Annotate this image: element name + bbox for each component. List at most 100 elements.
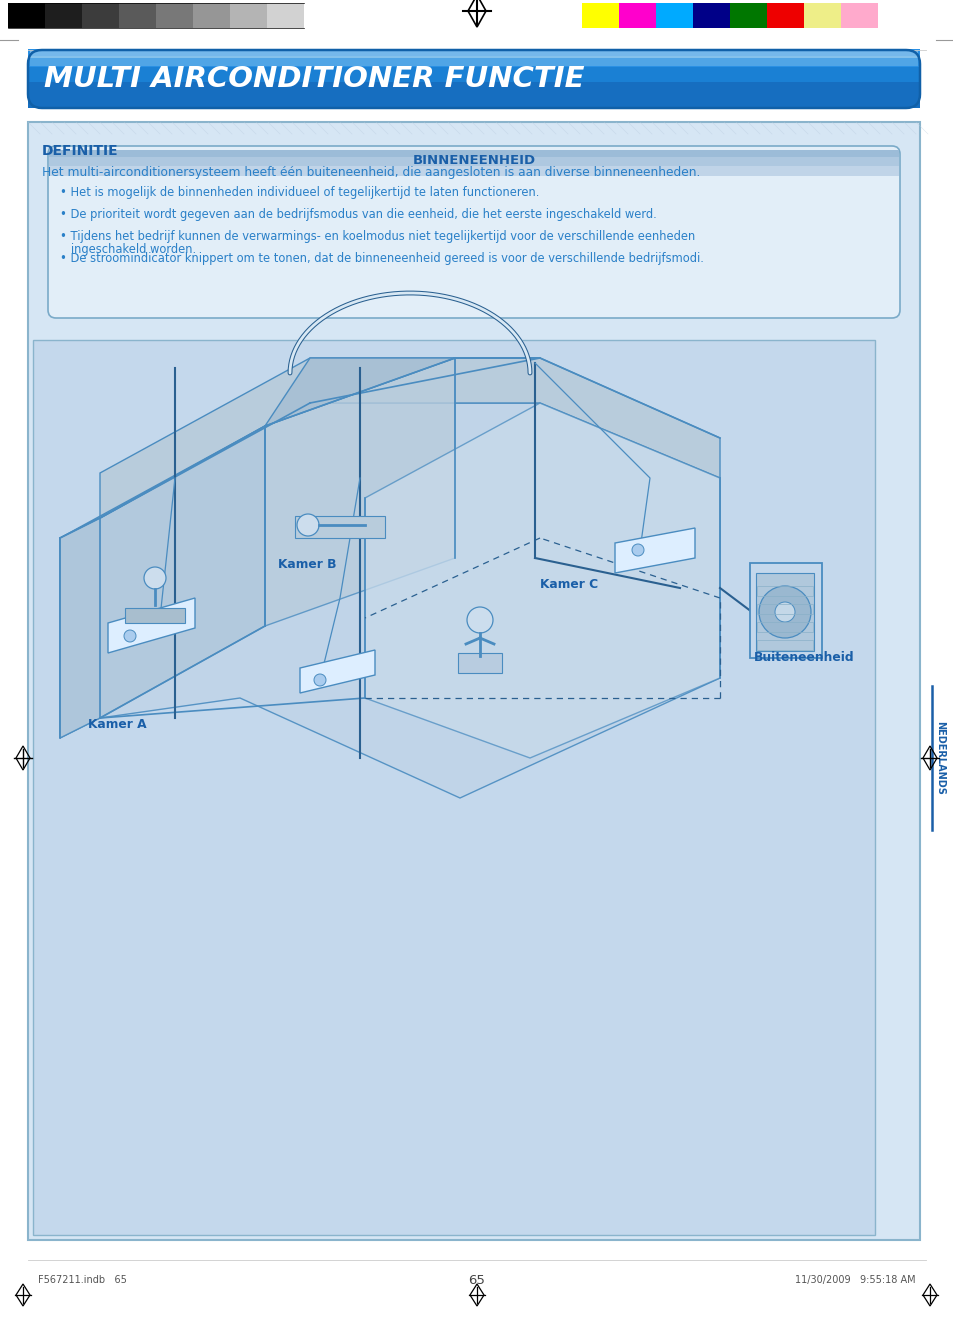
Bar <box>45 3 82 28</box>
Bar <box>28 49 919 51</box>
Bar <box>28 69 919 70</box>
Bar <box>28 103 919 104</box>
Bar <box>28 72 919 74</box>
Text: • Tijdens het bedrijf kunnen de verwarmings- en koelmodus niet tegelijkertijd vo: • Tijdens het bedrijf kunnen de verwarmi… <box>60 231 695 243</box>
Bar <box>28 83 919 84</box>
Bar <box>125 608 185 623</box>
Polygon shape <box>60 426 265 738</box>
FancyBboxPatch shape <box>48 146 899 318</box>
Bar <box>28 91 919 94</box>
Circle shape <box>774 602 794 622</box>
Circle shape <box>314 673 326 685</box>
Bar <box>8 3 45 28</box>
Bar <box>28 51 919 53</box>
Bar <box>28 61 919 62</box>
Text: 11/30/2009   9:55:18 AM: 11/30/2009 9:55:18 AM <box>795 1275 915 1285</box>
Bar <box>28 104 919 105</box>
Polygon shape <box>365 403 720 758</box>
Bar <box>28 94 919 95</box>
Text: BINNENEENHEID: BINNENEENHEID <box>412 154 535 167</box>
Bar <box>757 641 812 650</box>
Bar <box>766 3 803 28</box>
Polygon shape <box>60 403 310 538</box>
Bar <box>294 517 385 538</box>
Bar <box>28 74 919 75</box>
Bar <box>28 54 919 55</box>
Bar <box>28 80 919 83</box>
Bar <box>28 79 919 80</box>
Bar <box>28 70 919 71</box>
Bar <box>28 91 919 92</box>
Bar <box>28 123 919 1240</box>
Text: Buiteneenheid: Buiteneenheid <box>753 651 854 664</box>
Bar <box>28 99 919 101</box>
Text: • De prioriteit wordt gegeven aan de bedrijfsmodus van die eenheid, die het eers: • De prioriteit wordt gegeven aan de bed… <box>60 208 656 221</box>
Bar <box>28 51 919 54</box>
Polygon shape <box>615 529 695 573</box>
Bar <box>28 71 919 74</box>
Bar <box>729 3 766 28</box>
Circle shape <box>124 630 136 642</box>
Bar <box>692 3 729 28</box>
Text: 65: 65 <box>468 1273 485 1286</box>
Bar <box>28 98 919 99</box>
Bar <box>230 3 267 28</box>
Bar <box>28 92 919 95</box>
Bar <box>28 99 919 100</box>
Bar <box>28 57 919 59</box>
Bar <box>28 67 919 70</box>
Bar <box>757 587 812 596</box>
Bar <box>119 3 156 28</box>
Text: • De stroomindicator knippert om te tonen, dat de binneneenheid gereed is voor d: • De stroomindicator knippert om te tone… <box>60 252 703 265</box>
Bar <box>618 3 656 28</box>
Bar <box>49 165 898 177</box>
Bar <box>28 66 919 67</box>
Bar <box>28 74 919 76</box>
Polygon shape <box>265 358 539 426</box>
Bar <box>581 3 618 28</box>
Bar <box>82 3 119 28</box>
Bar <box>30 51 917 58</box>
Bar <box>28 75 919 76</box>
Bar <box>28 63 919 66</box>
Bar <box>267 3 304 28</box>
Polygon shape <box>265 358 455 626</box>
Bar <box>156 3 193 28</box>
Polygon shape <box>60 518 100 738</box>
Text: Kamer B: Kamer B <box>277 558 336 571</box>
Polygon shape <box>100 358 720 518</box>
Bar <box>749 563 821 658</box>
Polygon shape <box>100 403 720 797</box>
Bar <box>28 95 919 96</box>
Circle shape <box>144 567 166 589</box>
Bar <box>28 58 919 59</box>
Bar <box>457 652 501 673</box>
Bar <box>28 55 919 57</box>
Circle shape <box>759 587 810 638</box>
Polygon shape <box>108 598 194 652</box>
Bar <box>803 3 841 28</box>
Text: ingeschakeld worden.: ingeschakeld worden. <box>60 243 196 256</box>
Bar <box>28 76 919 79</box>
Bar <box>28 53 919 55</box>
Bar <box>28 105 919 108</box>
Bar <box>33 340 874 1235</box>
Bar <box>30 55 917 66</box>
Bar <box>28 50 919 51</box>
Bar <box>28 101 919 103</box>
Bar <box>28 62 919 65</box>
Bar <box>757 604 812 614</box>
Text: DEFINITIE: DEFINITIE <box>42 144 118 158</box>
Bar <box>28 82 919 84</box>
Text: NEDERLANDS: NEDERLANDS <box>934 721 944 795</box>
Circle shape <box>631 544 643 556</box>
Bar <box>28 100 919 103</box>
Bar <box>757 622 812 633</box>
Text: • Het is mogelijk de binnenheden individueel of tegelijkertijd te laten function: • Het is mogelijk de binnenheden individ… <box>60 186 538 199</box>
Bar <box>28 103 919 105</box>
Bar <box>28 76 919 78</box>
Bar <box>28 96 919 99</box>
Bar <box>656 3 692 28</box>
Bar <box>28 80 919 82</box>
Bar <box>28 88 919 91</box>
